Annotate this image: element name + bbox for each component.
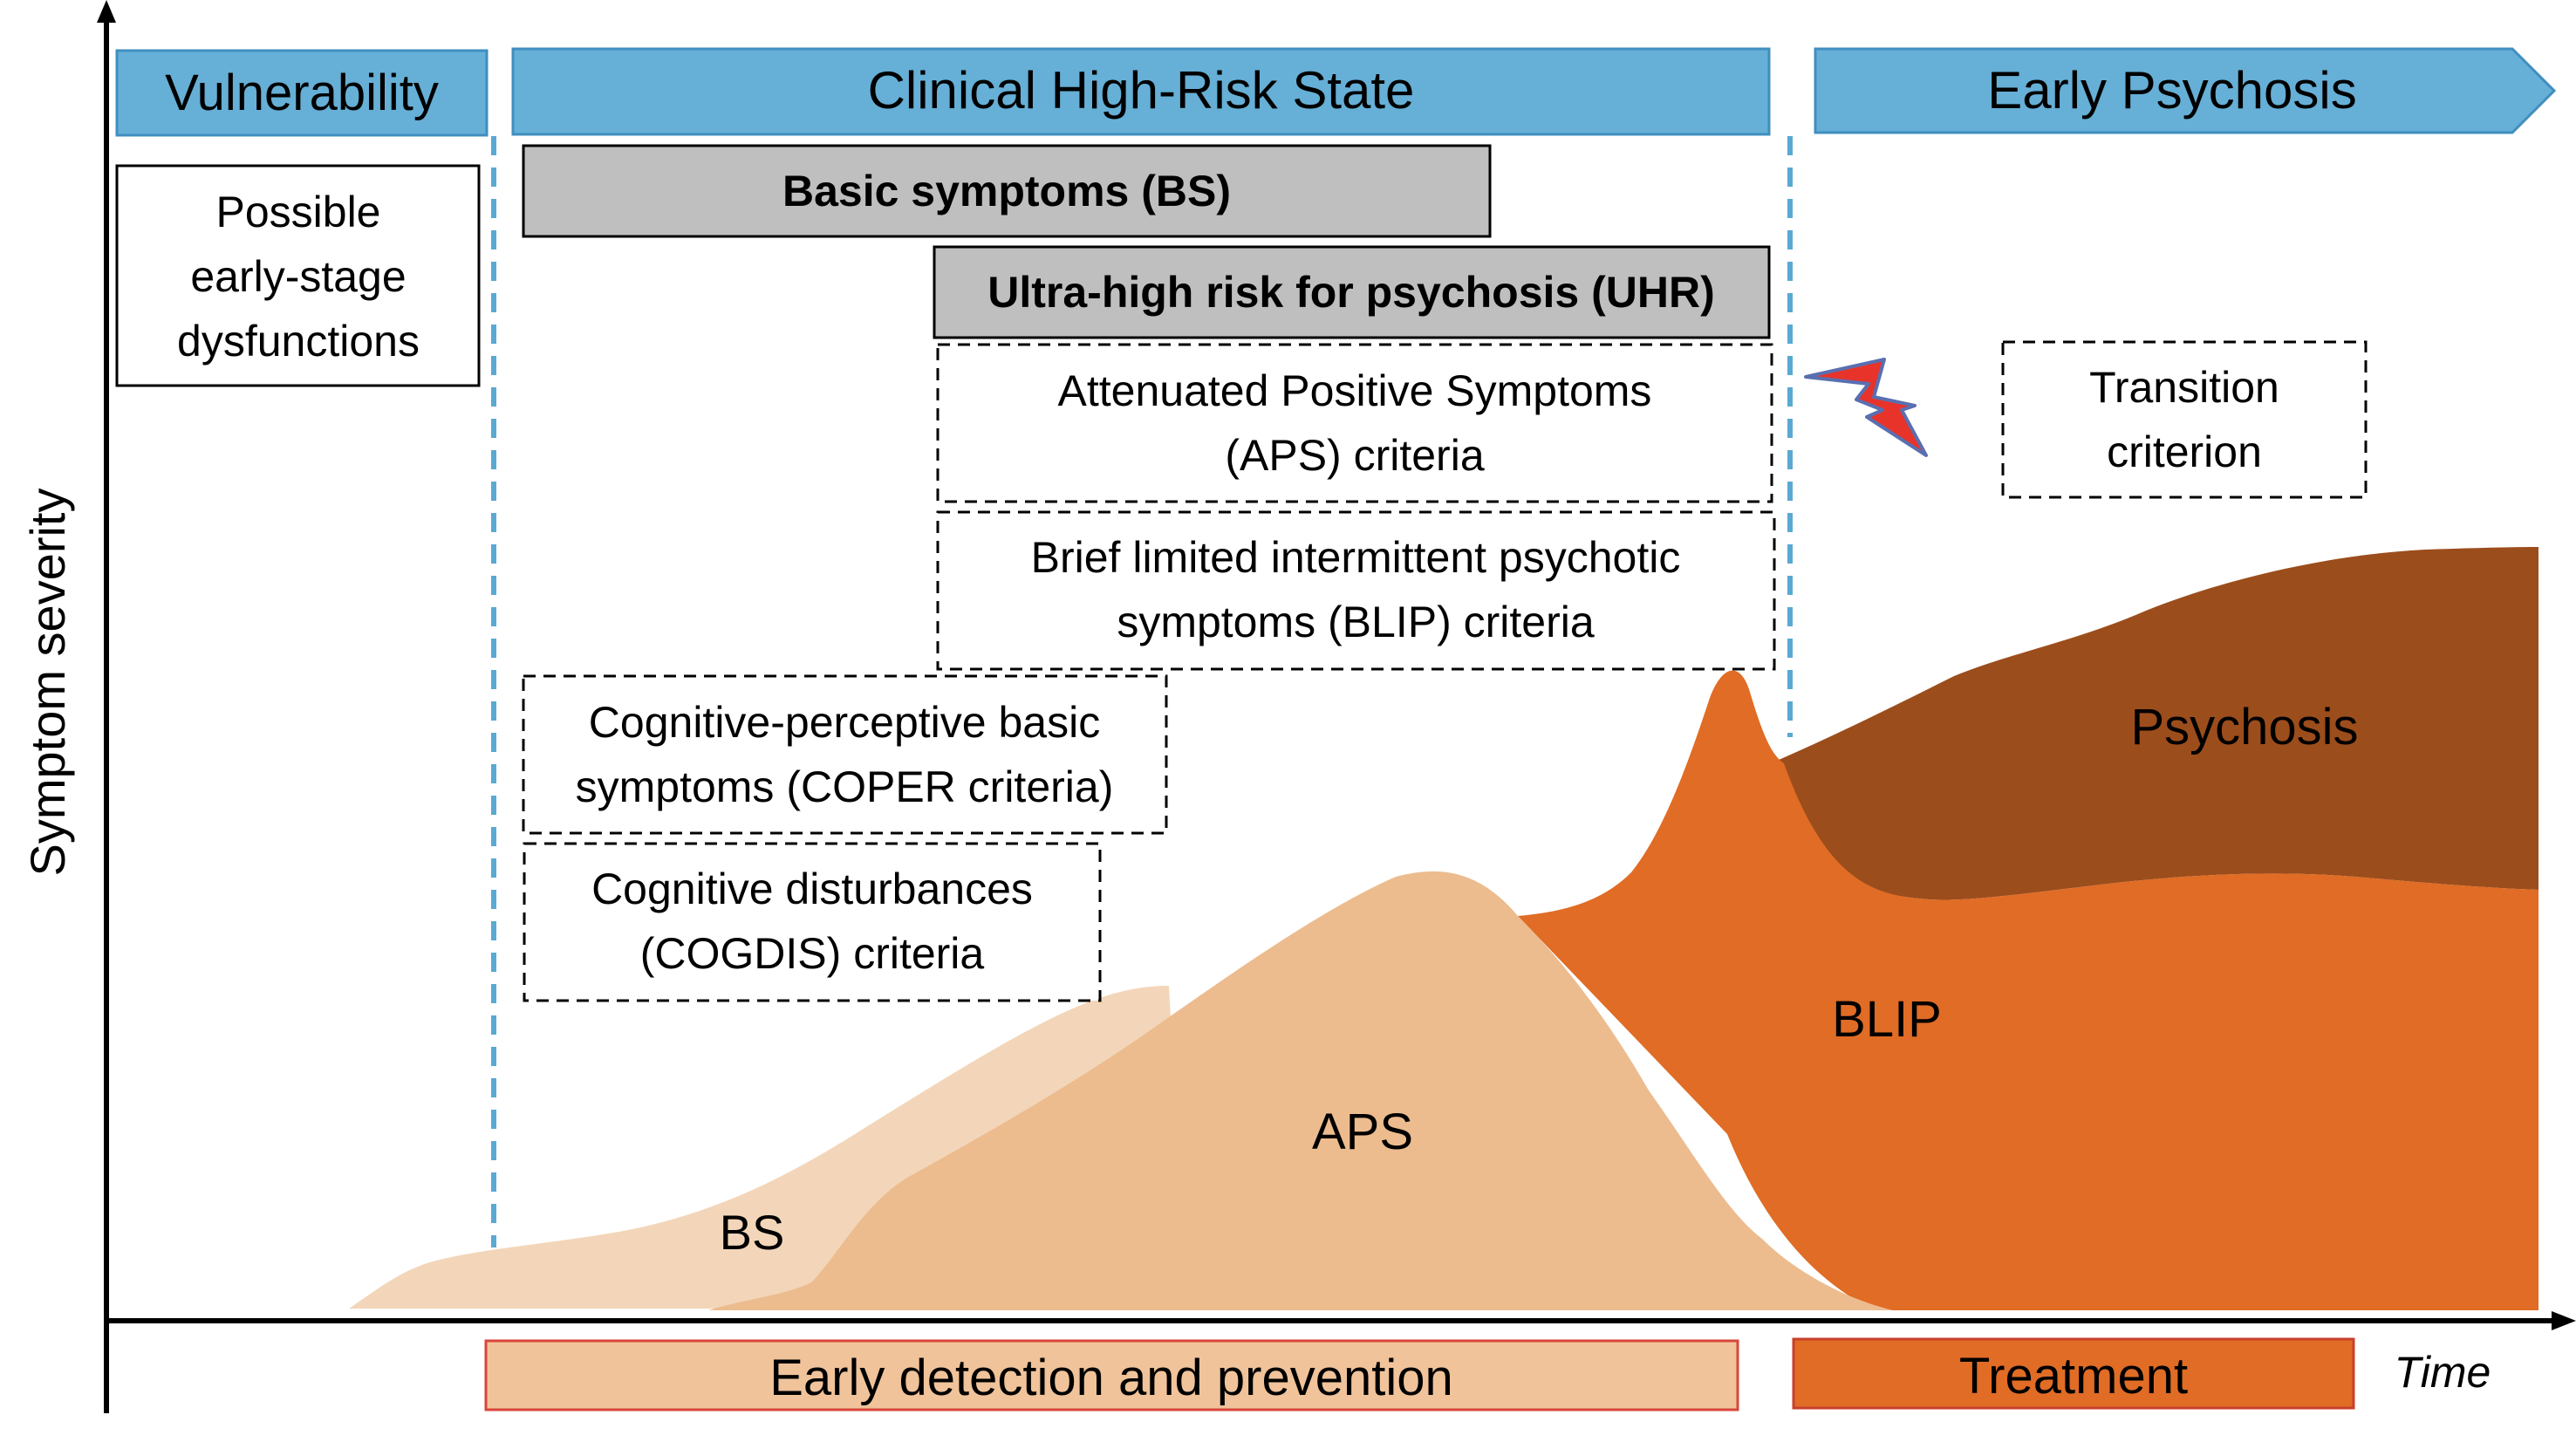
early-dysfunctions-box: [115, 164, 481, 387]
aps-criteria-line-2: (APS) criteria: [1225, 431, 1484, 480]
basic-symptoms-label: Basic symptoms (BS): [782, 167, 1231, 215]
cogdis-criteria-line-2: (COGDIS) criteria: [640, 929, 985, 978]
uhr-label: Ultra-high risk for psychosis (UHR): [987, 268, 1714, 317]
early-dysfunctions-line-2: early-stage: [190, 252, 406, 301]
cogdis-criteria-box: [523, 842, 1102, 1002]
lightning-bolt-icon: [1804, 358, 1928, 457]
aps-criteria-line-1: Attenuated Positive Symptoms: [1058, 366, 1652, 415]
blip-area: [1518, 670, 2538, 1310]
coper-criteria-box: [522, 674, 1168, 835]
transition-criterion-line-1: Transition: [2089, 363, 2279, 412]
aps-area-label: APS: [1312, 1104, 1413, 1160]
coper-criteria-line-2: symptoms (COPER criteria): [576, 762, 1114, 811]
blip-criteria-line-1: Brief limited intermittent psychotic: [1031, 533, 1681, 582]
blip-criteria-box: [936, 510, 1776, 671]
early-detection-label: Early detection and prevention: [769, 1350, 1453, 1406]
blip-criteria-line-2: symptoms (BLIP) criteria: [1117, 598, 1595, 646]
bs-area-label: BS: [720, 1205, 785, 1260]
early-psychosis-header: [1814, 47, 2557, 134]
transition-criterion-line-2: criterion: [2107, 427, 2262, 476]
treatment-label: Treatment: [1959, 1348, 2188, 1405]
vulnerability-label: Vulnerability: [165, 65, 439, 121]
early-dysfunctions-line-1: Possible: [216, 188, 381, 236]
cogdis-criteria-line-1: Cognitive disturbances: [591, 865, 1033, 913]
clinical-high-risk-label: Clinical High-Risk State: [868, 61, 1415, 120]
aps-criteria-box: [936, 343, 1773, 503]
early-detection-bar: [484, 1339, 1739, 1411]
transition-criterion-box: [2001, 340, 2368, 499]
uhr-box: [933, 245, 1771, 339]
vulnerability-header: [115, 49, 489, 137]
treatment-bar: [1792, 1337, 2355, 1410]
early-psychosis-label: Early Psychosis: [1987, 61, 2356, 120]
x-axis-label: Time: [2395, 1348, 2491, 1397]
x-axis-arrow: [2552, 1311, 2576, 1330]
early-dysfunctions-line-3: dysfunctions: [177, 317, 420, 366]
coper-criteria-line-1: Cognitive-perceptive basic: [589, 698, 1100, 747]
y-axis-label: Symptom severity: [20, 489, 75, 877]
clinical-high-risk-header: [511, 47, 1771, 136]
y-axis-arrow: [97, 0, 116, 23]
basic-symptoms-box: [522, 144, 1492, 238]
psychosis-area: [1771, 547, 2538, 900]
aps-area: [708, 871, 1893, 1310]
psychosis-area-label: Psychosis: [2130, 699, 2358, 755]
blip-area-label: BLIP: [1832, 991, 1942, 1048]
